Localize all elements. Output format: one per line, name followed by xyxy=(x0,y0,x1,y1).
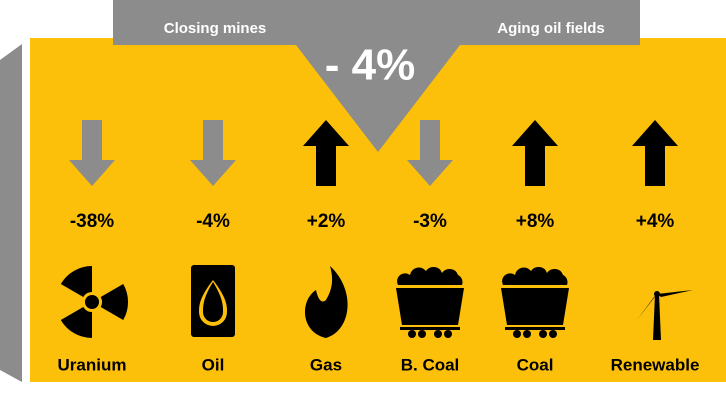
item-name: Coal xyxy=(517,355,554,374)
icon-part xyxy=(60,307,92,339)
icon-part xyxy=(523,330,531,338)
change-label: +8% xyxy=(516,211,555,232)
item: -38% Uranium xyxy=(58,120,129,374)
change-label: -4% xyxy=(196,211,230,232)
item: +8% Coal xyxy=(501,120,569,374)
item: +4% Renewable xyxy=(611,120,700,374)
item-name: B. Coal xyxy=(401,355,460,374)
arrow-up xyxy=(512,120,558,186)
icon-part xyxy=(305,266,348,338)
icon-part xyxy=(657,290,693,297)
item-name: Renewable xyxy=(611,355,700,374)
item-name: Uranium xyxy=(58,355,127,374)
banner xyxy=(113,0,640,152)
icon-part xyxy=(501,288,569,325)
icon-part xyxy=(396,288,464,325)
icon-part xyxy=(502,266,568,285)
icon-part xyxy=(418,330,426,338)
icon-part xyxy=(60,266,92,297)
banner-right: Aging oil fields xyxy=(497,20,605,37)
icon-part xyxy=(408,330,416,338)
change-label: +4% xyxy=(636,211,675,232)
item-name: Gas xyxy=(310,355,342,374)
icon-part xyxy=(513,330,521,338)
icon-part xyxy=(505,327,565,330)
icon-part xyxy=(85,295,99,309)
icon-part xyxy=(434,330,442,338)
banner-total: - 4% xyxy=(325,41,415,90)
arrow-up xyxy=(632,120,678,186)
arrow-up xyxy=(303,120,349,186)
icon-part xyxy=(637,294,657,320)
icon-part xyxy=(654,291,660,297)
item: +2% Gas xyxy=(303,120,349,374)
icon-part xyxy=(653,294,661,340)
side-bar xyxy=(0,44,22,382)
banner-left: Closing mines xyxy=(164,20,267,37)
icon-part xyxy=(400,327,460,330)
arrow-down xyxy=(407,120,453,186)
arrow-down xyxy=(190,120,236,186)
icon-part xyxy=(100,284,129,320)
item: -3% B. Coal xyxy=(396,120,464,374)
icon-part xyxy=(397,266,463,285)
icon-part xyxy=(549,330,557,338)
change-label: -38% xyxy=(70,211,114,232)
item-name: Oil xyxy=(202,355,225,374)
change-label: +2% xyxy=(307,211,346,232)
icon-part xyxy=(203,282,223,322)
arrow-down xyxy=(69,120,115,186)
item: -4% Oil xyxy=(190,120,236,374)
change-label: -3% xyxy=(413,211,447,232)
icon-part xyxy=(539,330,547,338)
icon-part xyxy=(444,330,452,338)
